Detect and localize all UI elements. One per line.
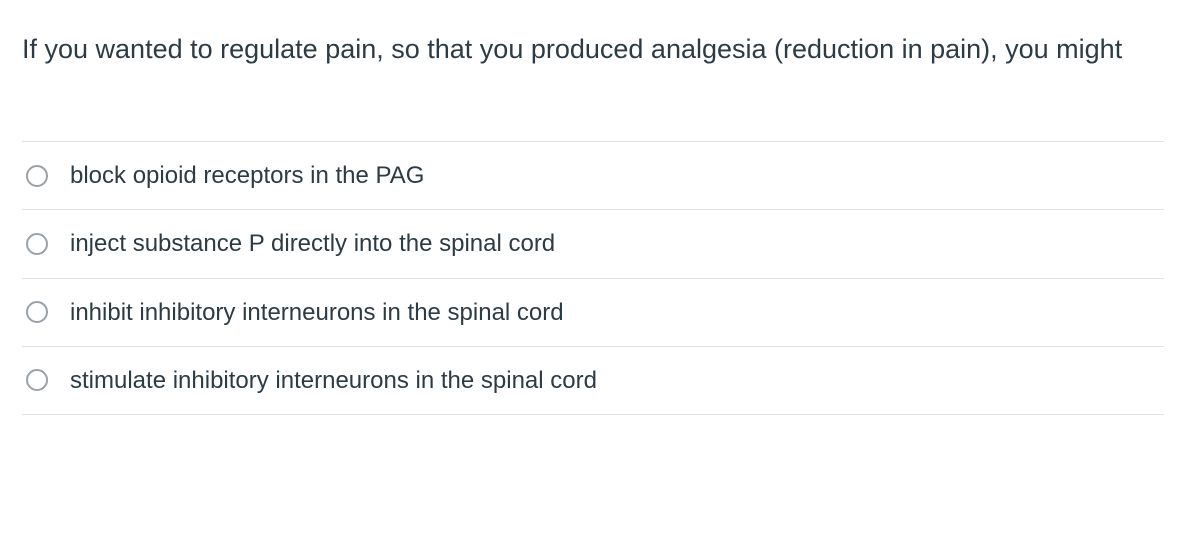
option-row[interactable]: block opioid receptors in the PAG: [22, 142, 1164, 210]
radio-icon[interactable]: [26, 233, 48, 255]
option-label: inject substance P directly into the spi…: [70, 228, 555, 259]
option-row[interactable]: inhibit inhibitory interneurons in the s…: [22, 279, 1164, 347]
options-list: block opioid receptors in the PAG inject…: [22, 141, 1164, 415]
radio-icon[interactable]: [26, 301, 48, 323]
option-label: inhibit inhibitory interneurons in the s…: [70, 297, 564, 328]
radio-icon[interactable]: [26, 369, 48, 391]
radio-icon[interactable]: [26, 165, 48, 187]
quiz-question-container: If you wanted to regulate pain, so that …: [0, 0, 1186, 435]
option-label: block opioid receptors in the PAG: [70, 160, 424, 191]
option-row[interactable]: stimulate inhibitory interneurons in the…: [22, 347, 1164, 415]
question-text: If you wanted to regulate pain, so that …: [22, 30, 1164, 69]
option-row[interactable]: inject substance P directly into the spi…: [22, 210, 1164, 278]
option-label: stimulate inhibitory interneurons in the…: [70, 365, 597, 396]
